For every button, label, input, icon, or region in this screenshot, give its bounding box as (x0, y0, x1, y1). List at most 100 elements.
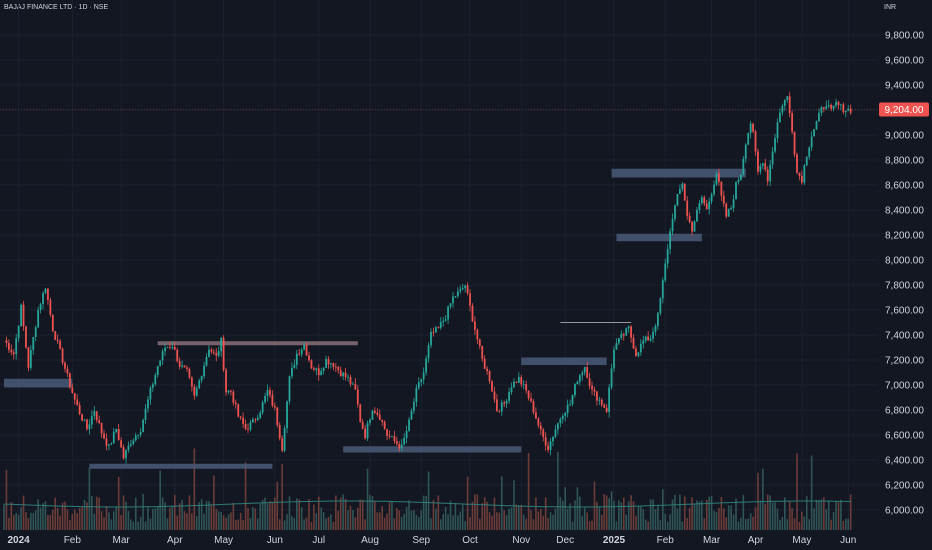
volume-bar (10, 502, 13, 530)
time-axis[interactable]: 2024 Feb Mar Apr May Jun Jul Aug Sep Oct Nov Dec 202… (8, 535, 857, 546)
candle-body (198, 380, 201, 389)
price-zone (343, 446, 522, 453)
volume-bar (420, 510, 423, 530)
volume-bar (547, 518, 549, 530)
volume-bar (510, 507, 513, 530)
candle-body (703, 197, 706, 204)
volume-bar (471, 501, 474, 530)
candle-body (752, 123, 754, 132)
volume-bar (222, 515, 225, 530)
volume-bar (349, 505, 352, 530)
x-tick-label: Mar (703, 535, 721, 546)
volume-bar (388, 502, 391, 530)
volume-bar (320, 507, 322, 530)
candle-body (169, 347, 171, 348)
price-zone (616, 233, 702, 242)
candle-body (315, 368, 318, 370)
candle-body (688, 215, 691, 222)
volume-bar (247, 507, 249, 530)
volume-bar (120, 515, 122, 530)
candle-body (310, 360, 313, 369)
candle-body (20, 304, 22, 327)
candle-body (486, 368, 489, 372)
volume-bar (491, 515, 493, 530)
volume-bar (269, 500, 271, 530)
candle-body (337, 366, 340, 371)
volume-bar (386, 513, 388, 530)
volume-bar (574, 500, 576, 530)
volume-bar (498, 512, 501, 530)
candle-body (393, 436, 396, 442)
volume-bar (754, 507, 757, 530)
candle-body (583, 367, 586, 373)
candle-body (378, 414, 381, 420)
candle-body (413, 401, 415, 411)
y-tick-label: 7,200.00 (885, 356, 924, 367)
candle-body (603, 404, 606, 408)
volume-bar (796, 453, 798, 530)
candle-body (286, 401, 288, 429)
volume-bar (566, 509, 569, 530)
y-tick-label: 6,400.00 (885, 456, 924, 467)
candle-body (25, 326, 27, 348)
candle-body (22, 304, 25, 327)
candle-body (320, 370, 323, 376)
candle-body (569, 404, 571, 405)
candle-body (388, 435, 391, 437)
volume-bar (310, 521, 313, 530)
candle-body (269, 390, 271, 395)
candle-body (610, 368, 613, 388)
volume-bar (730, 505, 732, 530)
candle-body (686, 200, 689, 216)
candle-body (5, 340, 8, 343)
candle-body (83, 419, 86, 421)
candle-body (200, 376, 203, 381)
y-tick-label: 6,600.00 (885, 431, 924, 442)
volume-bar (691, 497, 693, 530)
volume-bar (649, 499, 652, 530)
volume-bar (774, 502, 776, 530)
volume-bar (840, 499, 842, 530)
candle-body (10, 349, 13, 353)
volume-bar (230, 512, 232, 530)
price-axis[interactable]: 6,000.00 6,200.00 6,400.00 6,600.00 6,800.00… (885, 31, 924, 517)
volume-bar (703, 518, 706, 530)
volume-bar (601, 514, 603, 530)
candle-body (713, 184, 715, 195)
volume-bar (845, 518, 847, 530)
volume-bar (847, 518, 850, 530)
volume-bar (215, 508, 218, 530)
candle-body (522, 384, 525, 385)
volume-bar (296, 498, 298, 530)
volume-bar (249, 517, 252, 530)
candle-body (776, 122, 779, 139)
volume-bar (39, 507, 42, 530)
volume-bar (315, 513, 318, 530)
volume-bar (288, 496, 291, 530)
volume-bar (784, 497, 786, 530)
volume-bar (815, 499, 818, 530)
candle-body (805, 156, 808, 166)
volume-bar (798, 521, 801, 530)
candle-body (347, 376, 349, 378)
volume-bar (12, 515, 15, 530)
current-price-badge: 9,204.00 (0, 102, 929, 117)
candle-body (676, 194, 679, 206)
candle-body (508, 392, 510, 401)
candle-body (403, 437, 406, 445)
volume-bar (213, 475, 215, 530)
volume-bar (620, 502, 623, 530)
candle-body (420, 379, 423, 383)
candle-body (134, 435, 137, 441)
candle-body (698, 203, 701, 211)
candle-body (669, 231, 672, 250)
candle-body (415, 387, 418, 402)
currency-label[interactable]: INR (884, 4, 897, 11)
volume-bar (500, 476, 503, 530)
candle-body (464, 285, 467, 289)
volume-bar (366, 468, 369, 530)
candle-body (722, 195, 725, 204)
candle-body (210, 349, 213, 352)
candle-body (788, 96, 791, 114)
